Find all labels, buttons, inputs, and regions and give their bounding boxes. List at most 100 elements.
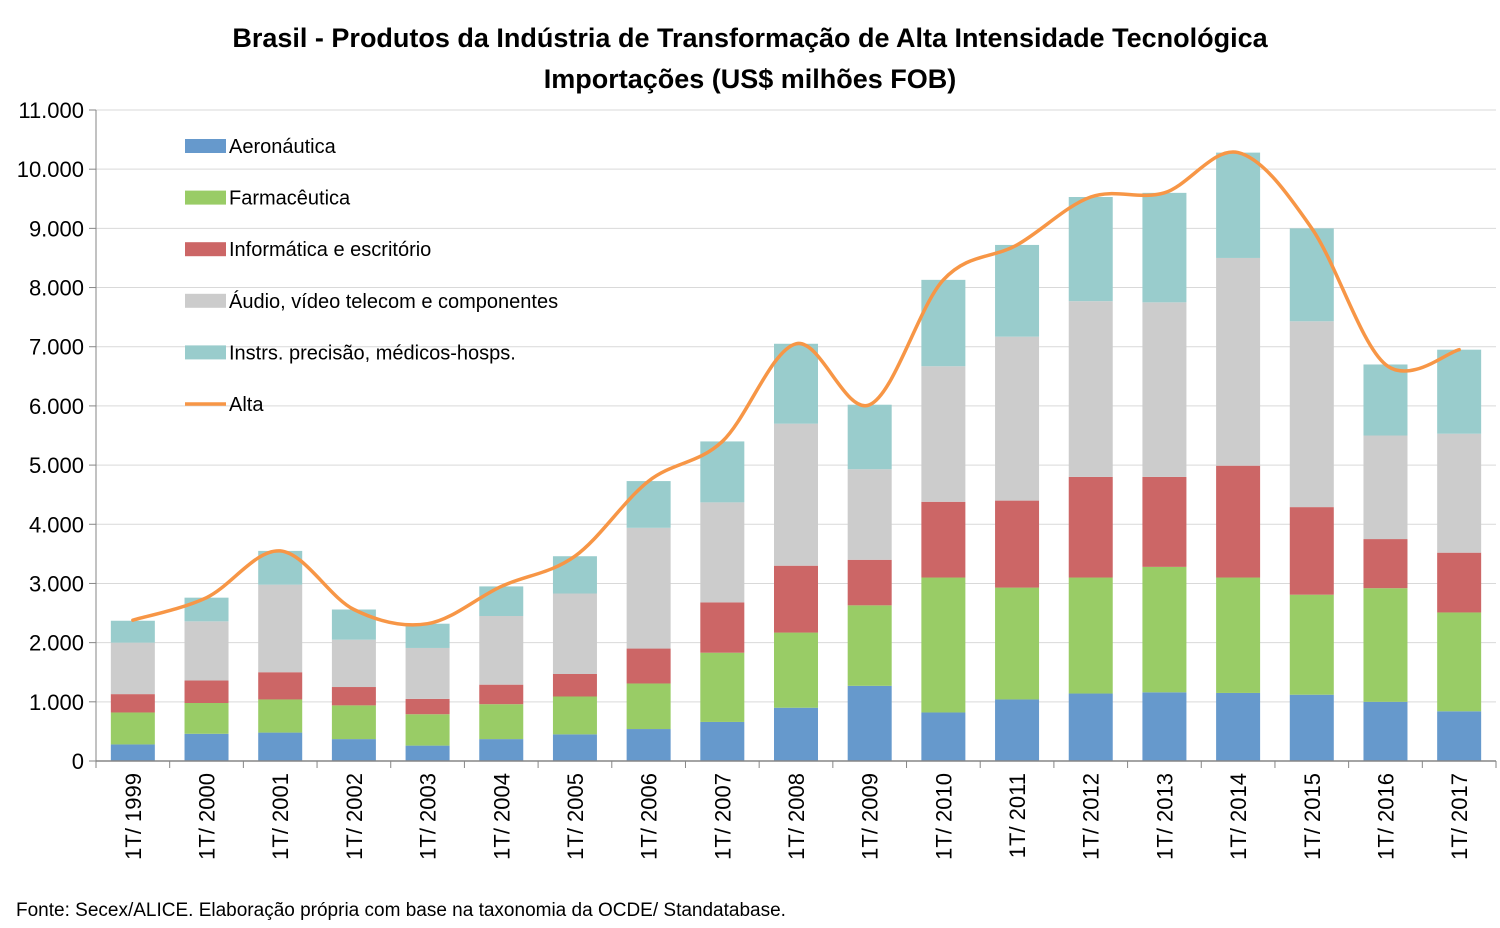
legend-label: Áudio, vídeo telecom e componentes (229, 290, 558, 313)
x-tick-label: 1T/ 2004 (489, 773, 514, 860)
y-tick-label: 1.000 (29, 690, 84, 715)
bar-segment (774, 343, 818, 424)
bar-segment (847, 404, 892, 470)
x-tick-label: 1T/ 2015 (1300, 773, 1325, 860)
y-tick-label: 6.000 (29, 394, 84, 419)
legend-swatch (185, 242, 226, 257)
bar-segment (405, 745, 450, 761)
alta-line (131, 150, 1461, 627)
bar-segment (1437, 349, 1482, 434)
bar-segment (331, 739, 376, 761)
x-tick-label: 1T/ 2014 (1226, 773, 1251, 860)
bar-segment (847, 559, 892, 606)
bar-segment (479, 704, 524, 740)
bar-segment (921, 501, 966, 578)
bar-segment (700, 721, 745, 761)
bar-segment (184, 733, 229, 761)
x-tick-label: 1T/ 2005 (563, 773, 588, 860)
x-tick-label: 1T/ 2001 (268, 773, 293, 860)
bar-segment (331, 639, 376, 688)
y-tick-label: 11.000 (18, 98, 84, 123)
bar-segment (479, 586, 524, 617)
bar-segment (921, 712, 966, 761)
bar-segment (995, 500, 1040, 588)
x-tick-label: 1T/ 2010 (931, 773, 956, 860)
bar-segment (921, 279, 966, 367)
x-tick-label: 1T/ 1999 (121, 773, 146, 860)
x-tick-label: 1T/ 2008 (784, 773, 809, 860)
bar-segment (1437, 433, 1482, 553)
x-tick-label: 1T/ 2002 (342, 773, 367, 860)
bar-segment (921, 366, 966, 502)
bar-segment (1289, 228, 1334, 322)
bar-segment (258, 672, 303, 700)
bar-segment (258, 732, 303, 761)
bar-segment (1216, 577, 1261, 693)
bar-segment (552, 734, 597, 761)
y-tick-label: 5.000 (29, 453, 84, 478)
bar-segment (1289, 694, 1334, 761)
legend-swatch (185, 293, 226, 308)
bar-segment (1289, 594, 1334, 695)
bar-segment (405, 623, 450, 648)
bar-segment (995, 336, 1040, 501)
bar-segment (1216, 152, 1261, 258)
bar-segment (921, 577, 966, 713)
bar-segment (1142, 302, 1187, 477)
bar-segment (258, 699, 303, 733)
bar-segment (995, 587, 1040, 700)
bar-segment (184, 597, 229, 622)
chart-title: Brasil - Produtos da Indústria de Transf… (232, 23, 1268, 53)
y-tick-label: 3.000 (29, 571, 84, 596)
bar-segment (1142, 192, 1187, 303)
y-tick-label: 0 (72, 749, 84, 774)
bar-segment (847, 605, 892, 686)
x-tick-label: 1T/ 2009 (858, 773, 883, 860)
bar-segment (1289, 507, 1334, 595)
bar-segment (331, 705, 376, 740)
legend: Aeronáutica Farmacêutica Informática e esc… (185, 136, 558, 416)
bar-segment (1289, 321, 1334, 508)
bar-segment (552, 556, 597, 594)
bar-segment (626, 648, 671, 684)
bar-segment (1142, 566, 1187, 693)
bar-segment (1068, 577, 1113, 694)
legend-label: Instrs. precisão, médicos-hosps. (229, 342, 516, 364)
bar-segment (995, 699, 1040, 761)
bar-segment (1216, 692, 1261, 761)
bar-segment (1142, 476, 1187, 567)
bar-segment (847, 685, 892, 761)
bar-segment (552, 696, 597, 735)
legend-label: Farmacêutica (229, 188, 351, 210)
bar-segment (1363, 588, 1408, 702)
x-tick-label: 1T/ 2007 (710, 773, 735, 860)
bar-segment (552, 593, 597, 675)
bar-segment (479, 616, 524, 685)
y-tick-label: 2.000 (29, 631, 84, 656)
bar-segment (405, 698, 450, 715)
chart-subtitle: Importações (US$ milhões FOB) (544, 64, 957, 94)
bar-segment (847, 469, 892, 560)
bar-segment (110, 744, 155, 761)
bar-segment (258, 584, 303, 673)
bar-segment (1068, 301, 1113, 477)
bars (110, 152, 1482, 761)
bar-segment (774, 632, 818, 708)
x-tick-label: 1T/ 2013 (1152, 773, 1177, 860)
bar-segment (774, 423, 818, 566)
y-tick-label: 9.000 (29, 216, 84, 241)
bar-segment (1068, 196, 1113, 302)
bar-segment (1363, 701, 1408, 761)
bar-segment (700, 502, 745, 603)
bar-segment (1363, 539, 1408, 589)
axes (95, 110, 1496, 762)
x-tick-label: 1T/ 2006 (637, 773, 662, 860)
bar-segment (626, 527, 671, 649)
bar-segment (700, 652, 745, 722)
bar-segment (1216, 465, 1261, 578)
bar-segment (110, 712, 155, 745)
legend-swatch (185, 139, 226, 153)
legend-label: Alta (229, 394, 264, 416)
bar-segment (1068, 476, 1113, 578)
